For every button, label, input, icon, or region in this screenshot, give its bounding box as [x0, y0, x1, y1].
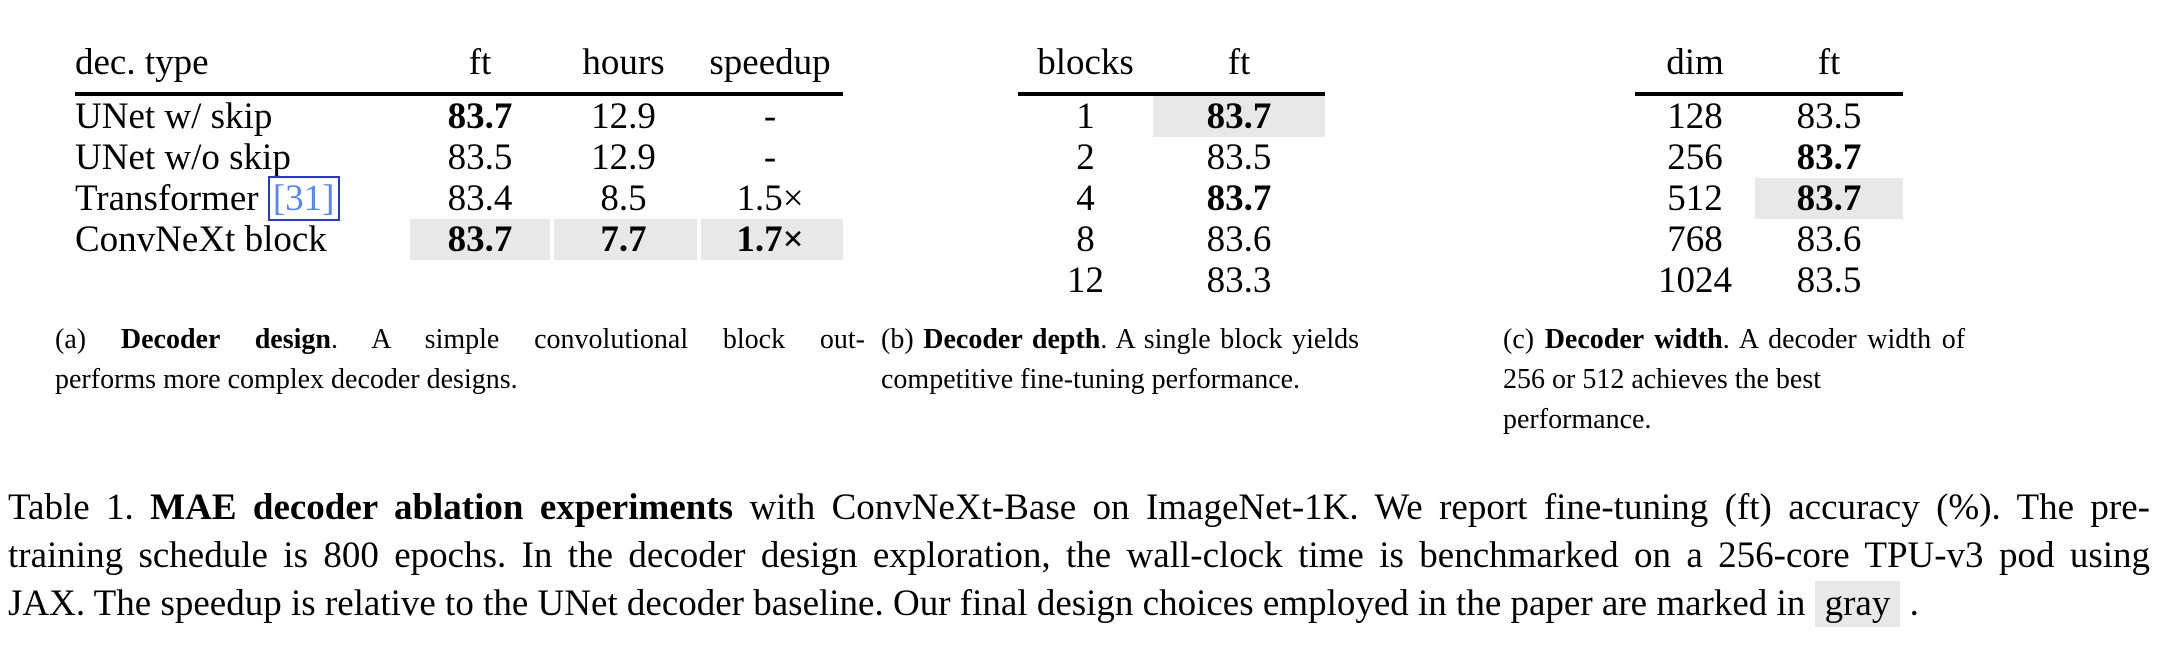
cell-speedup: - — [763, 137, 777, 178]
cell-ft: 83.5 — [1796, 260, 1862, 301]
header-hours: hours — [550, 40, 697, 96]
table-row: 2 83.5 — [1018, 137, 1325, 178]
subcaption-b-line2: competitive fine-tuning performance. — [881, 364, 1301, 395]
cell-dec-type: UNet w/o skip — [75, 137, 291, 178]
subcaption-a-line2: performs more complex decoder designs. — [55, 364, 518, 395]
cell-ft-highlighted: 83.7 — [1755, 178, 1903, 219]
cell-dec-type: Transformer [31] — [75, 176, 410, 221]
subcaption-c-line1: (c) Decoder width. A decoder width of — [1503, 320, 1965, 360]
cell-ft: 83.7 — [1206, 178, 1272, 219]
table-row: 12 83.3 — [1018, 260, 1325, 301]
table-a: dec. type ft hours speedup UNet w/ skip … — [75, 40, 843, 260]
table-decoder-depth: blocks ft 1 83.7 2 83.5 4 83.7 8 83.6 12… — [1018, 40, 1325, 301]
cell-blocks: 4 — [1076, 178, 1095, 219]
cell-speedup: - — [763, 96, 777, 137]
table-row-highlighted: 512 83.7 — [1635, 178, 1903, 219]
cell-hours: 12.9 — [591, 137, 656, 178]
header-ft: ft — [1153, 40, 1325, 96]
cell-hours-highlighted: 7.7 — [550, 219, 697, 260]
cell-dec-type: ConvNeXt block — [75, 219, 327, 260]
subcaption-b-line1: (b) Decoder depth. A single block yields — [881, 320, 1359, 360]
table-row-highlighted: 1 83.7 — [1018, 96, 1325, 137]
caption-line1-text: with ConvNeXt-Base on ImageNet-1K. We re… — [733, 487, 2150, 528]
header-dim: dim — [1635, 40, 1755, 96]
cell-dim: 256 — [1667, 137, 1723, 178]
table-row: 4 83.7 — [1018, 178, 1325, 219]
table-row: 1024 83.5 — [1635, 260, 1903, 301]
caption-title: MAE decoder ablation experiments — [150, 487, 734, 528]
subcaption-b-label: (b) — [881, 324, 924, 355]
subcaption-c-line2: 256 or 512 achieves the best performance… — [1503, 364, 1822, 435]
table-decoder-width: dim ft 128 83.5 256 83.7 512 83.7 768 83… — [1635, 40, 1903, 301]
subcaption-a-line1: (a) Decoder design. A simple convolution… — [55, 320, 865, 360]
cell-speedup: 1.5× — [736, 178, 804, 219]
table-row-highlighted: ConvNeXt block 83.7 7.7 1.7× — [75, 219, 843, 260]
subcaption-a-label: (a) — [55, 324, 121, 355]
subcaption-a-text: . A simple convolutional block out- — [330, 324, 866, 355]
table-row: UNet w/o skip 83.5 12.9 - — [75, 137, 843, 178]
caption-table-number: Table 1. — [8, 487, 151, 528]
table-row: 768 83.6 — [1635, 219, 1903, 260]
caption-line1: Table 1. MAE decoder ablation experiment… — [8, 484, 2150, 532]
table-row: 8 83.6 — [1018, 219, 1325, 260]
cell-ft: 83.7 — [447, 96, 513, 137]
table-row: UNet w/ skip 83.7 12.9 - — [75, 96, 843, 137]
table-row: Transformer [31] 83.4 8.5 1.5× — [75, 176, 843, 221]
cell-ft: 83.4 — [447, 178, 513, 219]
header-ft: ft — [410, 40, 550, 96]
table-c: dim ft 128 83.5 256 83.7 512 83.7 768 83… — [1635, 40, 1903, 301]
cell-ft: 83.5 — [1796, 96, 1862, 137]
cell-ft-highlighted: 83.7 — [410, 219, 550, 260]
cell-ft: 83.5 — [1206, 137, 1272, 178]
citation-link-31[interactable]: [31] — [267, 176, 340, 221]
subcaption-b-text: . A single block yields — [1100, 324, 1360, 355]
cell-ft: 83.7 — [1796, 137, 1862, 178]
table-c-header-row: dim ft — [1635, 40, 1903, 96]
cell-hours: 12.9 — [591, 96, 656, 137]
subcaption-b-title: Decoder depth — [923, 324, 1101, 355]
cell-dim: 1024 — [1658, 260, 1732, 301]
subcaption-c-label: (c) — [1503, 324, 1545, 355]
cell-dim: 512 — [1667, 178, 1723, 219]
caption-line2: training schedule is 800 epochs. In the … — [8, 535, 2150, 576]
table-decoder-design: dec. type ft hours speedup UNet w/ skip … — [75, 40, 843, 260]
table-a-header-row: dec. type ft hours speedup — [75, 40, 843, 96]
cell-speedup-highlighted: 1.7× — [697, 219, 843, 260]
cell-ft: 83.6 — [1796, 219, 1862, 260]
cell-ft: 83.5 — [447, 137, 513, 178]
table-1-caption: Table 1. MAE decoder ablation experiment… — [8, 484, 2150, 628]
cell-ft: 83.6 — [1206, 219, 1272, 260]
cell-blocks: 8 — [1076, 219, 1095, 260]
gray-highlight-chip: gray — [1814, 581, 1901, 627]
subcaption-a: (a) Decoder design. A simple convolution… — [55, 320, 865, 400]
subcaption-c-text: . A decoder width of — [1722, 324, 1966, 355]
cell-blocks: 1 — [1076, 96, 1095, 137]
subcaption-b: (b) Decoder depth. A single block yields… — [881, 320, 1359, 400]
cell-blocks: 12 — [1067, 260, 1104, 301]
caption-line3-text: JAX. The speedup is relative to the UNet… — [8, 583, 1815, 624]
subcaption-a-title: Decoder design — [120, 324, 331, 355]
cell-ft: 83.3 — [1206, 260, 1272, 301]
cell-dim: 768 — [1667, 219, 1723, 260]
cell-dim: 128 — [1667, 96, 1723, 137]
caption-line3-period: . — [1900, 583, 1919, 624]
cell-ft-highlighted: 83.7 — [1153, 96, 1325, 137]
header-dec-type: dec. type — [75, 40, 410, 96]
header-speedup: speedup — [697, 40, 843, 96]
row-label: Transformer — [75, 178, 268, 219]
cell-blocks: 2 — [1076, 137, 1095, 178]
table-b: blocks ft 1 83.7 2 83.5 4 83.7 8 83.6 12… — [1018, 40, 1325, 301]
cell-dec-type: UNet w/ skip — [75, 96, 273, 137]
header-ft: ft — [1755, 40, 1903, 96]
table-b-header-row: blocks ft — [1018, 40, 1325, 96]
table-row: 128 83.5 — [1635, 96, 1903, 137]
caption-line3: JAX. The speedup is relative to the UNet… — [8, 580, 2150, 628]
subcaption-c: (c) Decoder width. A decoder width of 25… — [1503, 320, 1965, 440]
table-row: 256 83.7 — [1635, 137, 1903, 178]
cell-hours: 8.5 — [600, 178, 647, 219]
header-blocks: blocks — [1018, 40, 1153, 96]
subcaption-c-title: Decoder width — [1544, 324, 1723, 355]
